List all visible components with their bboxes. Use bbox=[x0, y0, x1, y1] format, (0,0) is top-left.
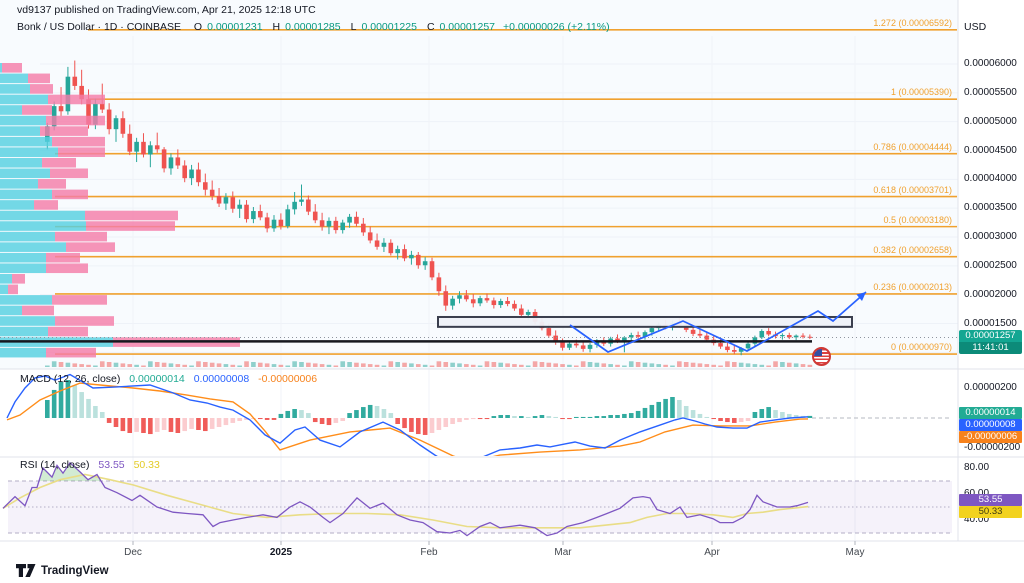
ohlc-field: C 0.00001257 bbox=[426, 21, 496, 33]
symbol-status-row: Bonk / US Dollar · 1D · COINBASE O 0.0000… bbox=[17, 21, 610, 33]
last-price-badge: 0.00001257 bbox=[959, 330, 1022, 342]
price-tick-label: 0.00002000 bbox=[964, 288, 1017, 300]
price-tick-label: 0.00004000 bbox=[964, 173, 1017, 185]
macd-hist-badge: 0.00000014 bbox=[959, 407, 1022, 419]
time-tick-label: Apr bbox=[704, 547, 720, 558]
time-tick-label: May bbox=[845, 547, 865, 558]
sr-box-drawing[interactable] bbox=[437, 315, 853, 328]
tradingview-logo-icon bbox=[16, 564, 36, 577]
fib-level-label: 1 (0.00005390) bbox=[890, 87, 952, 98]
price-pane-bg bbox=[0, 0, 958, 369]
projection-arrow-drawing[interactable] bbox=[569, 291, 867, 353]
time-tick-label: Mar bbox=[554, 547, 572, 558]
rsi-tick-label: 40.00 bbox=[964, 514, 990, 525]
rsi-pane-title[interactable]: RSI (14, close) 53.55 50.33 bbox=[14, 459, 160, 471]
macd-plot bbox=[6, 373, 952, 456]
macd-signal-value: -0.00000006 bbox=[258, 373, 318, 385]
fib-level-label: 0.236 (0.00002013) bbox=[873, 281, 952, 292]
price-tick-label: 0.00002500 bbox=[964, 259, 1017, 271]
published-caption: vd9137 published on TradingView.com, Apr… bbox=[17, 4, 316, 16]
macd-pane-title[interactable]: MACD (12, 26, close) 0.00000014 0.000000… bbox=[14, 373, 317, 385]
macd-tick-label: 0.00000200 bbox=[964, 382, 1017, 393]
macd-line-badge: 0.00000008 bbox=[959, 419, 1022, 431]
macd-tick-label: -0.00000200 bbox=[964, 442, 1021, 453]
tradingview-logo-text: TradingView bbox=[41, 564, 109, 577]
macd-line-value: 0.00000008 bbox=[193, 373, 250, 385]
ohlc-field: H 0.00001285 bbox=[272, 21, 341, 33]
symbol-title[interactable]: Bonk / US Dollar · 1D · COINBASE bbox=[17, 21, 181, 33]
fib-retracement-lines[interactable] bbox=[55, 29, 957, 355]
rsi-ma-value: 50.33 bbox=[133, 459, 160, 471]
rsi-ma-badge: 50.33 bbox=[959, 506, 1022, 518]
time-tick-label: 2025 bbox=[269, 547, 293, 558]
rsi-value: 53.55 bbox=[98, 459, 125, 471]
rsi-plot bbox=[2, 461, 952, 537]
fib-level-label: 0.382 (0.00002658) bbox=[873, 244, 952, 255]
rsi-tick-label: 60.00 bbox=[964, 488, 989, 499]
ohlc-values: O 0.00001231 H 0.00001285 L 0.00001225 C 0.0000… bbox=[184, 21, 495, 33]
rsi-badge: 53.55 bbox=[959, 494, 1022, 506]
time-tick-label: Feb bbox=[420, 547, 438, 558]
tradingview-logo[interactable]: TradingView bbox=[16, 562, 109, 579]
price-tick-label: 0.00001500 bbox=[964, 317, 1017, 329]
time-tick-label: Dec bbox=[124, 547, 142, 558]
price-tick-label: 0.00003500 bbox=[964, 202, 1017, 214]
price-tick-label: 0.00005000 bbox=[964, 115, 1017, 127]
rsi-title: RSI (14, close) bbox=[20, 459, 90, 471]
fib-level-label: 0.786 (0.00004444) bbox=[873, 141, 952, 152]
volume-bars bbox=[45, 361, 813, 367]
currency-label: USD bbox=[964, 21, 987, 33]
countdown-badge: 11:41:01 bbox=[959, 342, 1022, 354]
ohlc-field: L 0.00001225 bbox=[350, 21, 417, 33]
pane-separators bbox=[0, 0, 1024, 545]
macd-signal-badge: -0.00000006 bbox=[959, 431, 1022, 443]
fib-level-label: 0 (0.00000970) bbox=[890, 342, 952, 353]
price-tick-label: 0.00004500 bbox=[964, 144, 1017, 156]
fib-level-label: 0.618 (0.00003701) bbox=[873, 184, 952, 195]
fib-level-label: 0.5 (0.00003180) bbox=[883, 214, 952, 225]
price-tick-label: 0.00003000 bbox=[964, 231, 1017, 242]
price-tick-label: 0.00006000 bbox=[964, 58, 1017, 69]
macd-title: MACD (12, 26, close) bbox=[20, 373, 121, 385]
flag-canton bbox=[814, 349, 822, 356]
us-flag-sticker[interactable] bbox=[812, 347, 831, 366]
rsi-tick-label: 80.00 bbox=[964, 462, 990, 473]
ohlc-field: O 0.00001231 bbox=[193, 21, 263, 33]
fib-level-label: 1.272 (0.00006592) bbox=[873, 17, 952, 28]
macd-hist-value: 0.00000014 bbox=[129, 373, 185, 385]
change-value: +0.00000026 (+2.11%) bbox=[502, 21, 610, 33]
price-tick-label: 0.00005500 bbox=[964, 86, 1017, 98]
